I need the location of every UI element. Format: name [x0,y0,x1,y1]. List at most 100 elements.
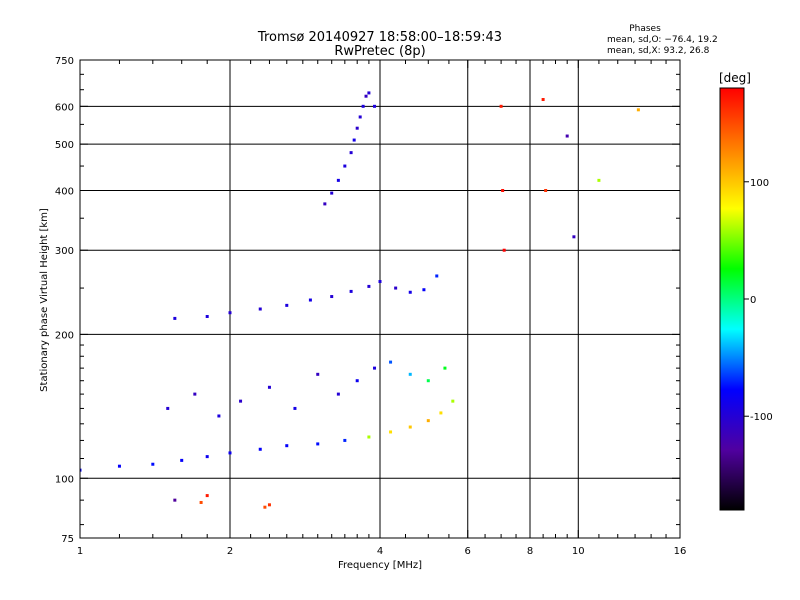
echo-point [367,91,371,95]
echo-point [199,500,203,504]
echo-point [636,108,640,112]
y-tick-label: 400 [55,186,74,197]
echo-point [336,392,340,396]
echo-point [597,178,601,182]
echo-point [205,455,209,459]
echo-point [565,134,569,138]
echo-point [293,406,297,410]
echo-point [343,164,347,168]
y-tick-label: 600 [55,102,74,113]
echo-point [426,379,430,383]
echo-point [217,414,221,418]
echo-point [443,366,447,370]
echo-point [258,447,262,451]
echo-point [355,379,359,383]
echo-point [308,298,312,302]
echo-point [330,191,334,195]
y-tick-label: 100 [55,474,74,485]
x-tick-label: 10 [572,546,585,557]
echo-point [367,284,371,288]
echo-point [267,385,271,389]
y-axis-label: Stationary phase Virtual Height [km] [39,208,50,392]
echo-point [205,314,209,318]
echo-point [408,425,412,429]
colorbar [719,87,745,511]
echo-point [205,494,209,498]
phases-line-x: mean, sd,X: 93.2, 26.8 [607,46,710,56]
echo-point [544,188,548,192]
echo-point [378,280,382,284]
echo-point [502,248,506,252]
chart-subtitle: RwPretec (8p) [334,44,425,59]
y-tick-label: 200 [55,330,74,341]
phases-line-o: mean, sd,O: −76.4, 19.2 [607,35,718,45]
echo-point [439,411,443,415]
x-tick-label: 2 [227,546,233,557]
echo-point [373,366,377,370]
echo-point [408,372,412,376]
echo-point [394,286,398,290]
echo-point [343,438,347,442]
colorbar-tick-label: -100 [750,412,773,423]
colorbar-label: [deg] [719,71,751,85]
echo-point [541,98,545,102]
x-tick-label: 8 [527,546,533,557]
gridlines [80,60,680,538]
echo-point [367,435,371,439]
echo-point [451,399,455,403]
echo-point [349,151,353,155]
echo-point [173,498,177,502]
echo-point [349,289,353,293]
echo-point [389,430,393,434]
echo-point [330,295,334,299]
echo-point [364,94,368,98]
echo-point [316,442,320,446]
echo-point [572,235,576,239]
echo-point [408,290,412,294]
colorbar-tick-label: 100 [750,178,769,189]
echo-point [267,503,271,507]
echo-point [228,311,232,315]
y-tick-label: 300 [55,246,74,257]
y-tick-label: 500 [55,140,74,151]
echo-point [316,372,320,376]
echo-point [361,104,365,108]
echo-point [193,392,197,396]
phases-title: Phases [629,24,661,34]
echo-point [80,468,82,472]
echo-point [323,202,327,206]
echo-point [180,458,184,462]
x-tick-label: 4 [377,546,383,557]
echo-point [228,451,232,455]
echo-point [373,104,377,108]
echo-point [239,399,243,403]
chart-title: Tromsø 20140927 18:58:00–18:59:43 [257,30,502,45]
echo-point [285,303,289,307]
y-tick-label: 750 [55,56,74,67]
axis-ticks: 1 2 4 6 8 10 16 75 100 200 300 400 500 600 750 [55,56,686,557]
echo-point [285,444,289,448]
echo-point [258,307,262,311]
x-tick-label: 16 [674,546,687,557]
echo-points [80,91,640,509]
echo-point [389,360,393,364]
echo-point [336,178,340,182]
echo-point [426,419,430,423]
echo-point [422,288,426,292]
echo-point [355,126,359,130]
colorbar-tick-label: 0 [750,295,756,306]
y-tick-label: 75 [61,534,74,545]
echo-point [151,462,155,466]
echo-point [166,406,170,410]
x-axis-label: Frequency [MHz] [338,560,422,571]
echo-point [173,316,177,320]
echo-point [117,464,121,468]
echo-point [358,115,362,119]
echo-point [499,104,503,108]
echo-point [263,505,267,509]
colorbar-ticks: 100 0 -100 [744,178,773,423]
echo-point [435,274,439,278]
echo-point [501,188,505,192]
echo-point [352,138,356,142]
